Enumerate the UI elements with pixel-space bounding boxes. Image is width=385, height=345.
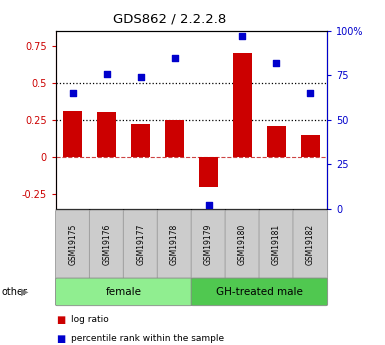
Point: [104, 71, 110, 77]
Bar: [131, 124, 150, 157]
Text: ■: ■: [56, 315, 65, 325]
Text: GSM19177: GSM19177: [136, 224, 145, 265]
Text: GSM19181: GSM19181: [272, 224, 281, 265]
Text: GSM19175: GSM19175: [68, 224, 77, 265]
Text: GSM19182: GSM19182: [306, 224, 315, 265]
Text: GSM19178: GSM19178: [170, 224, 179, 265]
Text: log ratio: log ratio: [71, 315, 109, 324]
Text: GDS862 / 2.2.2.8: GDS862 / 2.2.2.8: [113, 12, 226, 25]
Text: GSM19180: GSM19180: [238, 224, 247, 265]
Point: [273, 60, 280, 66]
Text: GSM19176: GSM19176: [102, 224, 111, 265]
Text: percentile rank within the sample: percentile rank within the sample: [71, 334, 224, 343]
Text: ■: ■: [56, 334, 65, 344]
Bar: [199, 157, 218, 187]
Text: female: female: [105, 287, 142, 297]
Text: ▶: ▶: [21, 287, 28, 297]
Point: [239, 33, 246, 39]
Point: [171, 55, 177, 60]
Bar: [267, 126, 286, 157]
Text: GH-treated male: GH-treated male: [216, 287, 303, 297]
Point: [206, 203, 212, 208]
Text: other: other: [2, 287, 28, 297]
Point: [70, 90, 76, 96]
Point: [307, 90, 313, 96]
Bar: [64, 111, 82, 157]
Bar: [97, 112, 116, 157]
Bar: [233, 53, 252, 157]
Text: GSM19179: GSM19179: [204, 224, 213, 265]
Bar: [165, 120, 184, 157]
Point: [137, 75, 144, 80]
Bar: [301, 135, 320, 157]
